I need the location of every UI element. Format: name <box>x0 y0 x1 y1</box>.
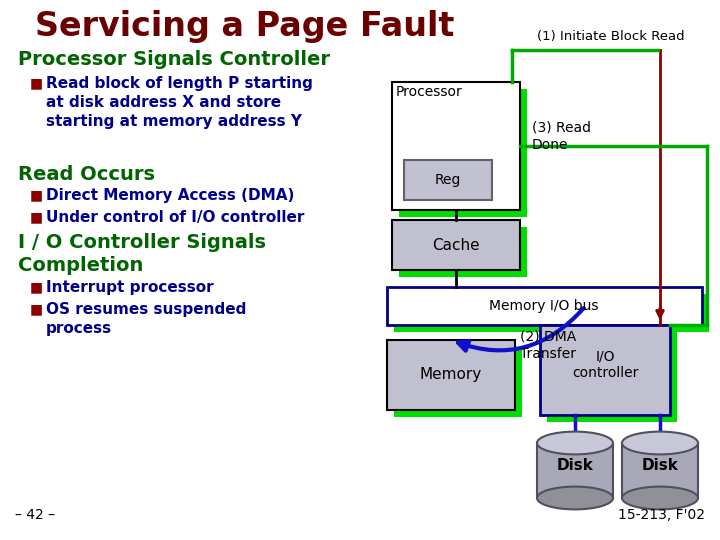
Text: – 42 –: – 42 – <box>15 508 55 522</box>
Text: Processor: Processor <box>396 85 463 99</box>
Text: Read block of length P starting
at disk address X and store
starting at memory a: Read block of length P starting at disk … <box>46 76 313 130</box>
Bar <box>387 340 515 410</box>
Text: Disk: Disk <box>642 458 678 474</box>
Text: Direct Memory Access (DMA): Direct Memory Access (DMA) <box>46 188 294 203</box>
Text: Processor Signals Controller: Processor Signals Controller <box>18 50 330 69</box>
Bar <box>392 220 520 270</box>
Bar <box>537 443 613 498</box>
Bar <box>399 227 527 277</box>
Text: Interrupt processor: Interrupt processor <box>46 280 214 295</box>
Text: ■: ■ <box>30 76 43 90</box>
Ellipse shape <box>537 431 613 454</box>
Bar <box>622 443 698 498</box>
Text: ■: ■ <box>30 302 43 316</box>
Text: 15-213, F'02: 15-213, F'02 <box>618 508 705 522</box>
Text: (3) Read
Done: (3) Read Done <box>532 120 591 152</box>
Bar <box>404 160 492 200</box>
Ellipse shape <box>622 431 698 454</box>
Bar <box>394 347 522 417</box>
Text: Memory I/O bus: Memory I/O bus <box>490 299 599 313</box>
Text: ■: ■ <box>30 280 43 294</box>
Text: Memory: Memory <box>420 368 482 382</box>
Text: Reg: Reg <box>435 173 462 187</box>
Text: Disk: Disk <box>557 458 593 474</box>
Bar <box>547 332 677 422</box>
Bar <box>394 294 709 332</box>
Text: Cache: Cache <box>432 238 480 253</box>
Text: (2) DMA
Transfer: (2) DMA Transfer <box>520 330 576 361</box>
Text: (1) Initiate Block Read: (1) Initiate Block Read <box>537 30 685 43</box>
Bar <box>399 89 527 217</box>
Text: Read Occurs: Read Occurs <box>18 165 155 184</box>
Text: I/O
controller: I/O controller <box>572 350 638 380</box>
Ellipse shape <box>537 487 613 509</box>
Text: Servicing a Page Fault: Servicing a Page Fault <box>35 10 454 43</box>
FancyArrowPatch shape <box>458 308 584 350</box>
Text: I / O Controller Signals
Completion: I / O Controller Signals Completion <box>18 233 266 275</box>
Ellipse shape <box>622 487 698 509</box>
Text: ■: ■ <box>30 210 43 224</box>
Bar <box>540 325 670 415</box>
Bar <box>387 287 702 325</box>
Text: ■: ■ <box>30 188 43 202</box>
Text: OS resumes suspended
process: OS resumes suspended process <box>46 302 246 336</box>
Text: Under control of I/O controller: Under control of I/O controller <box>46 210 305 225</box>
Bar <box>392 82 520 210</box>
